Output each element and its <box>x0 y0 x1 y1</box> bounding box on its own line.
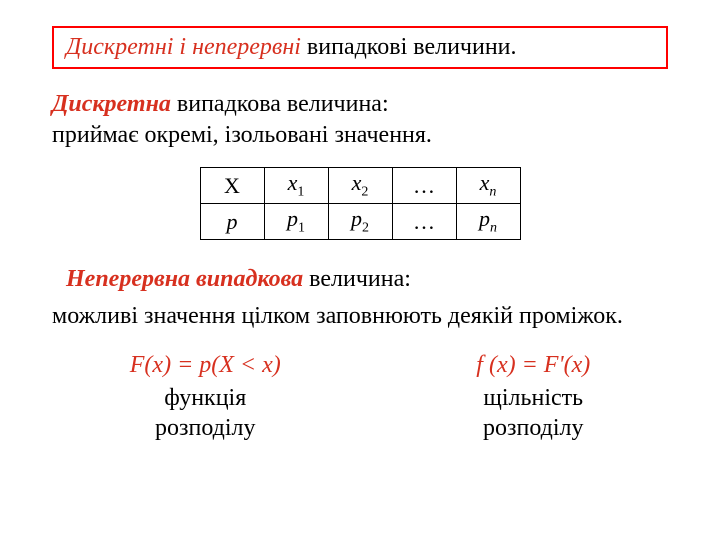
cell-dots2: … <box>392 204 456 240</box>
formula-pdf-text: f (x) = F'(x) <box>476 352 590 379</box>
cell-x2: x2 <box>328 168 392 204</box>
title-rest: випадкові величини. <box>301 34 517 60</box>
formula-pdf: f (x) = F'(x) щільність розподілу <box>476 352 590 443</box>
discrete-heading-red: Дискретна <box>52 91 171 117</box>
continuous-sub: можливі значення цілком заповнюють деякі… <box>52 303 668 330</box>
table-row: X x1 x2 … xn <box>200 168 520 204</box>
continuous-heading-red: Неперервна випадкова <box>66 266 303 292</box>
formula-cdf-label2: розподілу <box>130 413 281 443</box>
cell-pn: pn <box>456 204 520 240</box>
discrete-sub: приймає окремі, ізольовані значення. <box>52 122 668 149</box>
distribution-table: X x1 x2 … xn р p1 p2 … pn <box>200 167 521 240</box>
formula-pdf-label1: щільність <box>476 383 590 413</box>
formulas-row: F(x) = p(Х < х) функція розподілу f (x) … <box>52 352 668 443</box>
title-continuous: неперервні <box>192 34 301 60</box>
discrete-heading: Дискретна випадкова величина: <box>52 91 668 118</box>
continuous-heading-rest: величина: <box>303 266 411 292</box>
continuous-heading: Неперервна випадкова величина: <box>52 266 668 293</box>
cell-x1: x1 <box>264 168 328 204</box>
cell-p1: p1 <box>264 204 328 240</box>
formula-cdf: F(x) = p(Х < х) функція розподілу <box>130 352 281 443</box>
cell-p2: p2 <box>328 204 392 240</box>
table-row: р p1 p2 … pn <box>200 204 520 240</box>
title-conj: і <box>173 34 192 60</box>
cell-dots1: … <box>392 168 456 204</box>
title-discrete: Дискретні <box>66 34 173 60</box>
formula-cdf-text: F(x) = p(Х < х) <box>130 352 281 379</box>
formula-cdf-label1: функція <box>130 383 281 413</box>
cell-xn: xn <box>456 168 520 204</box>
cell-X: X <box>200 168 264 204</box>
title-box: Дискретні і неперервні випадкові величин… <box>52 26 668 69</box>
cell-p: р <box>200 204 264 240</box>
formula-pdf-label2: розподілу <box>476 413 590 443</box>
discrete-heading-rest: випадкова величина: <box>171 91 389 117</box>
